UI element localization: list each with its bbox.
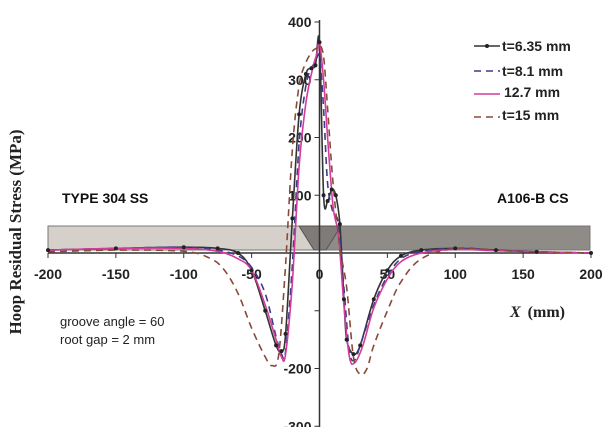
x-tick-label: 0 [316,266,324,282]
data-point [419,248,424,253]
data-point [46,248,50,253]
x-tick-label: 150 [511,266,535,282]
data-point [321,193,326,198]
groove-angle-note: groove angle = 60 [60,314,164,329]
data-point [333,193,338,198]
y-axis-label: Hoop Residual Stress (MPa) [6,129,25,334]
data-point [317,40,322,45]
cs-plate-region [319,225,591,251]
legend-label-15: t=15 mm [502,107,559,123]
data-point [351,352,356,357]
data-point [398,253,403,258]
legend-label-12-7: 12.7 mm [504,84,560,100]
data-point [181,245,186,250]
data-point [371,297,376,302]
data-point [303,71,308,76]
data-point [283,331,288,336]
data-point [534,249,539,254]
y-tick-label: 400 [288,14,312,30]
data-point [493,248,498,253]
series-line-3 [47,43,592,376]
series-line-1 [47,53,592,362]
data-point [274,343,279,348]
data-point [263,308,268,313]
data-point [385,268,390,273]
data-point [279,349,284,354]
data-point [215,246,220,251]
x-tick-label: -200 [34,266,62,282]
root-gap-note: root gap = 2 mm [60,332,155,347]
x-tick-label: 100 [444,266,468,282]
x-tick-label: 200 [579,266,603,282]
data-point [313,63,318,68]
data-point [337,222,342,227]
data-point [113,246,118,251]
data-point [325,199,330,204]
x-axis-symbol: X [509,304,521,321]
data-point [329,187,334,192]
x-tick-label: -100 [170,266,198,282]
legend-marker-6-35 [485,44,489,48]
data-point [453,246,458,251]
data-point [309,66,314,71]
x-tick-label: -150 [102,266,130,282]
right-material-label: A106-B CS [497,190,569,206]
data-point [249,268,254,273]
data-point [589,251,593,255]
left-material-label: TYPE 304 SS [62,190,148,206]
legend-label-8-1: t=8.1 mm [502,63,563,79]
x-axis-unit: (mm) [528,304,565,321]
data-point [290,216,295,221]
data-point [236,251,241,255]
data-point [344,337,349,342]
y-tick-label: -300 [283,418,311,427]
marker-layer [46,40,593,357]
legend: t=6.35 mm t=8.1 mm 12.7 mm t=15 mm [474,38,571,123]
x-axis-label: X (mm) [509,304,565,321]
x-tick-label: -50 [242,266,262,282]
data-point [341,297,346,302]
legend-label-6-35: t=6.35 mm [502,38,571,54]
y-tick-label: -200 [283,361,311,377]
data-point [297,112,302,117]
y-tick-label: 100 [288,187,312,203]
data-point [358,343,363,348]
